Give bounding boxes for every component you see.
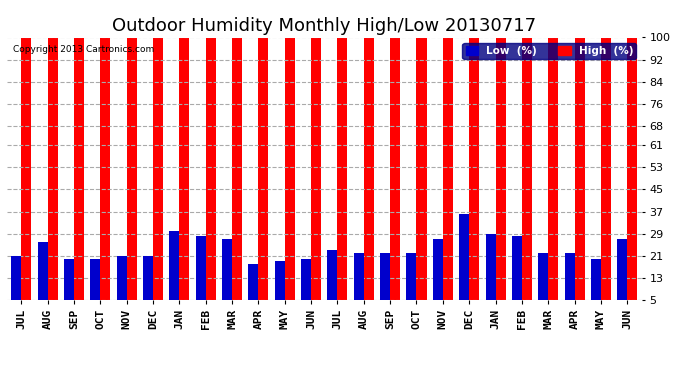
Bar bbox=[575, 38, 584, 314]
Bar bbox=[469, 38, 479, 314]
Bar bbox=[179, 38, 190, 314]
Bar bbox=[127, 38, 137, 314]
Bar bbox=[548, 38, 558, 314]
Bar bbox=[38, 242, 48, 314]
Bar bbox=[538, 253, 548, 314]
Bar bbox=[259, 38, 268, 314]
Bar bbox=[170, 231, 179, 314]
Bar bbox=[101, 38, 110, 314]
Bar bbox=[564, 253, 575, 314]
Bar bbox=[301, 258, 311, 314]
Bar bbox=[196, 237, 206, 314]
Bar bbox=[417, 38, 426, 314]
Bar bbox=[275, 261, 285, 314]
Bar bbox=[153, 38, 163, 314]
Bar bbox=[522, 38, 532, 314]
Bar bbox=[512, 237, 522, 314]
Bar bbox=[206, 38, 216, 314]
Legend: Low  (%), High  (%): Low (%), High (%) bbox=[462, 43, 636, 59]
Bar bbox=[11, 256, 21, 314]
Bar bbox=[459, 214, 469, 314]
Bar bbox=[406, 253, 417, 314]
Bar bbox=[64, 258, 74, 314]
Bar bbox=[486, 234, 495, 314]
Bar bbox=[380, 253, 390, 314]
Bar bbox=[591, 258, 601, 314]
Bar bbox=[328, 250, 337, 314]
Bar bbox=[21, 38, 32, 314]
Bar bbox=[443, 38, 453, 314]
Bar bbox=[364, 38, 374, 314]
Bar bbox=[117, 256, 127, 314]
Bar bbox=[48, 38, 58, 314]
Text: Copyright 2013 Cartronics.com: Copyright 2013 Cartronics.com bbox=[13, 45, 155, 54]
Bar bbox=[433, 239, 443, 314]
Bar bbox=[354, 253, 364, 314]
Bar bbox=[617, 239, 627, 314]
Bar bbox=[74, 38, 84, 314]
Title: Outdoor Humidity Monthly High/Low 20130717: Outdoor Humidity Monthly High/Low 201307… bbox=[112, 16, 536, 34]
Bar bbox=[248, 264, 259, 314]
Bar bbox=[143, 256, 153, 314]
Bar bbox=[90, 258, 101, 314]
Bar bbox=[232, 38, 242, 314]
Bar bbox=[495, 38, 506, 314]
Bar bbox=[601, 38, 611, 314]
Bar bbox=[337, 38, 348, 314]
Bar bbox=[627, 38, 638, 314]
Bar bbox=[311, 38, 321, 314]
Bar bbox=[285, 38, 295, 314]
Bar bbox=[390, 38, 400, 314]
Bar bbox=[222, 239, 232, 314]
